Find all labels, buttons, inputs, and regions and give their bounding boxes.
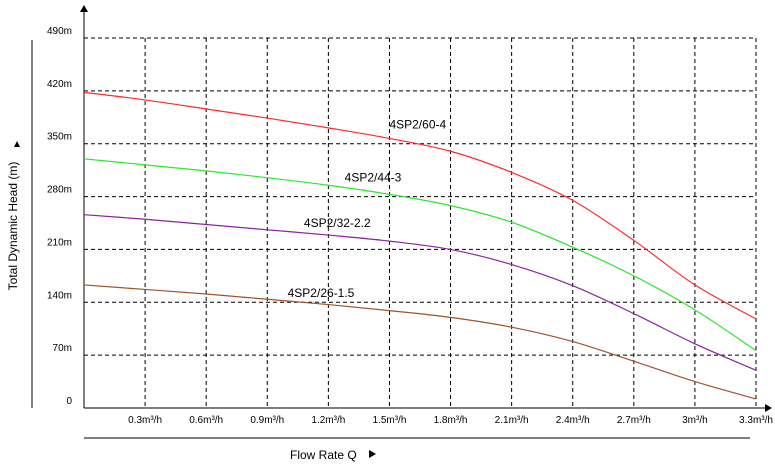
- y-axis-title-arrow-icon: [14, 141, 20, 147]
- y-tick-labels: 0 70m 140m 210m 280m 350m 420m 490m: [47, 26, 72, 407]
- series-labels: 4SP2/60-4 4SP2/44-3 4SP2/32-2.2 4SP2/26-1.5: [288, 117, 447, 300]
- series-label: 4SP2/44-3: [345, 171, 402, 185]
- y-tick-label: 210m: [47, 237, 72, 248]
- x-axis-arrow-icon: [765, 404, 772, 412]
- x-tick-label: 2.4m³/h: [556, 415, 590, 426]
- y-tick-label: 420m: [47, 79, 72, 90]
- y-tick-label: 0: [66, 396, 72, 407]
- series-label: 4SP2/32-2.2: [304, 216, 371, 230]
- x-tick-label: 1.5m³/h: [373, 415, 407, 426]
- y-tick-label: 280m: [47, 185, 72, 196]
- x-tick-label: 2.7m³/h: [617, 415, 651, 426]
- x-axis-title-arrow-icon: [369, 450, 376, 458]
- x-tick-label: 1.2m³/h: [311, 415, 345, 426]
- series-label: 4SP2/26-1.5: [288, 286, 355, 300]
- x-tick-label: 0.9m³/h: [250, 415, 284, 426]
- y-axis-arrow-icon: [80, 5, 88, 12]
- y-axis-title: Total Dynamic Head (m): [6, 162, 20, 291]
- y-tick-label: 350m: [47, 132, 72, 143]
- x-tick-label: 1.8m³/h: [434, 415, 468, 426]
- series-line: [83, 158, 757, 352]
- axes: [31, 5, 772, 439]
- y-tick-label: 490m: [47, 26, 72, 37]
- y-tick-label: 140m: [47, 290, 72, 301]
- x-tick-labels: 0.3m³/h 0.6m³/h 0.9m³/h 1.2m³/h 1.5m³/h 1.8m³…: [128, 415, 773, 426]
- x-tick-label: 3.3m³/h: [739, 415, 773, 426]
- series-label: 4SP2/60-4: [389, 117, 446, 131]
- y-tick-label: 70m: [53, 343, 72, 354]
- x-tick-label: 0.6m³/h: [189, 415, 223, 426]
- series-line: [83, 284, 757, 400]
- x-tick-label: 2.1m³/h: [495, 415, 529, 426]
- x-axis-title: Flow Rate Q: [290, 448, 357, 462]
- series-lines: [83, 91, 757, 400]
- x-tick-label: 0.3m³/h: [128, 415, 162, 426]
- series-line: [83, 91, 757, 320]
- series-line: [83, 214, 757, 371]
- x-tick-label: 3m³/h: [682, 415, 708, 426]
